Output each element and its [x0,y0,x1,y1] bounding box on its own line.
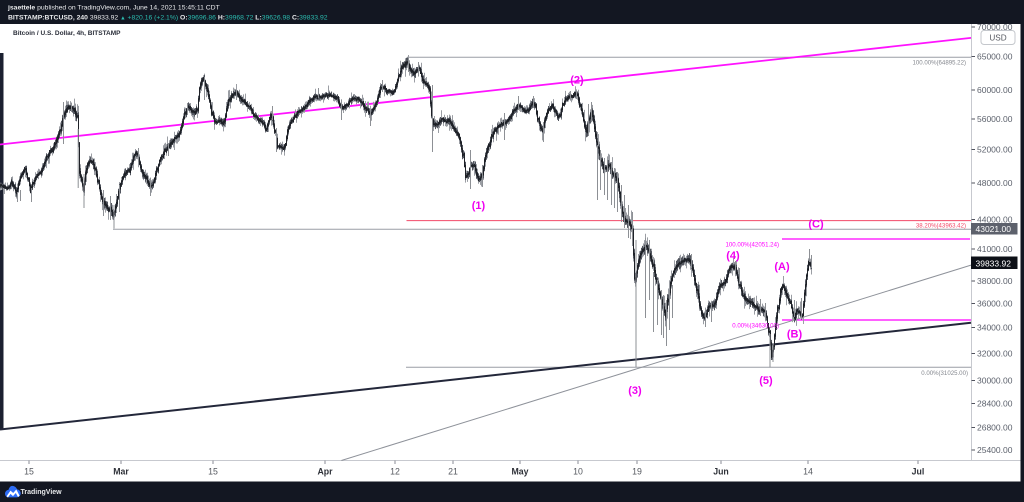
svg-text:(A): (A) [774,261,790,273]
svg-text:34000.00: 34000.00 [977,323,1013,333]
svg-text:15: 15 [208,467,218,477]
svg-text:38000.00: 38000.00 [977,276,1013,286]
svg-text:41000.00: 41000.00 [977,244,1013,254]
svg-text:0.00%(34630.00): 0.00%(34630.00) [732,323,779,330]
svg-text:(1): (1) [472,200,486,212]
svg-text:(C): (C) [808,219,824,231]
svg-text:56000.00: 56000.00 [977,114,1013,124]
svg-text:65000.00: 65000.00 [977,52,1013,62]
svg-text:USD: USD [989,34,1006,43]
svg-text:19: 19 [632,467,642,477]
svg-text:10: 10 [573,467,583,477]
svg-text:(B): (B) [787,329,803,341]
svg-text:100.00%(64895.22): 100.00%(64895.22) [912,60,966,67]
svg-text:52000.00: 52000.00 [977,145,1013,155]
svg-text:Mar: Mar [113,467,129,477]
svg-text:jsaettele published on Trading: jsaettele published on TradingView.com, … [7,5,220,12]
svg-text:Jun: Jun [713,467,729,477]
svg-text:(2): (2) [570,75,584,87]
svg-text:TradingView: TradingView [21,489,63,496]
svg-text:32000.00: 32000.00 [977,349,1013,359]
svg-text:60000.00: 60000.00 [977,85,1013,95]
svg-text:44000.00: 44000.00 [977,215,1013,225]
svg-text:70000.00: 70000.00 [977,22,1013,32]
svg-text:Apr: Apr [317,467,333,477]
svg-text:30000.00: 30000.00 [977,376,1013,386]
svg-text:BITSTAMP:BTCUSD, 240 39833.92: BITSTAMP:BTCUSD, 240 39833.92 ▲ +820.16 … [8,15,328,22]
svg-text:Bitcoin / U.S. Dollar, 4h, BIT: Bitcoin / U.S. Dollar, 4h, BITSTAMP [13,30,121,37]
svg-text:21: 21 [448,467,458,477]
svg-text:14: 14 [803,467,813,477]
svg-text:43021.00: 43021.00 [976,224,1012,234]
svg-text:38.20%(43963.42): 38.20%(43963.42) [916,223,966,230]
svg-text:(3): (3) [628,385,642,397]
svg-text:28400.00: 28400.00 [977,399,1013,409]
svg-text:36000.00: 36000.00 [977,299,1013,309]
svg-text:0.00%(31025.00): 0.00%(31025.00) [921,370,968,377]
svg-text:May: May [511,467,528,477]
svg-text:26800.00: 26800.00 [977,423,1013,433]
svg-text:15: 15 [24,467,34,477]
svg-text:(5): (5) [759,375,773,387]
svg-text:12: 12 [390,467,400,477]
svg-text:100.00%(42051.24): 100.00%(42051.24) [725,242,779,249]
svg-text:39833.92: 39833.92 [976,258,1012,268]
svg-text:(4): (4) [726,250,740,262]
svg-text:48000.00: 48000.00 [977,178,1013,188]
svg-text:25400.00: 25400.00 [977,445,1013,455]
svg-text:Jul: Jul [912,467,925,477]
